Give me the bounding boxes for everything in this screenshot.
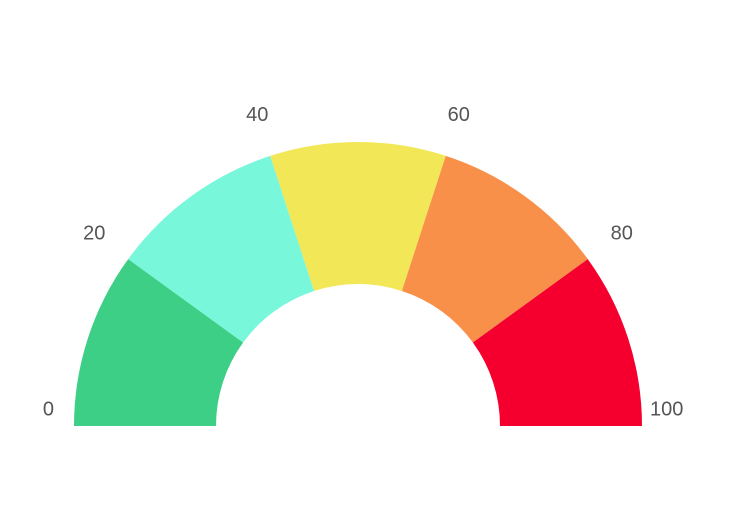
tick-label-60: 60: [448, 104, 470, 126]
tick-label-80: 80: [611, 223, 633, 245]
gauge-band-80-100: [472, 259, 642, 426]
tick-label-20: 20: [83, 223, 105, 245]
tick-label-0: 0: [43, 398, 54, 420]
tick-label-100: 100: [650, 398, 683, 420]
gauge-band-40-60: [270, 142, 446, 291]
tick-label-40: 40: [246, 104, 268, 126]
gauge-bands: [74, 142, 642, 426]
gauge-tick-labels: 0 20 40 60 80 100: [43, 104, 684, 420]
gauge-band-60-80: [401, 155, 588, 343]
gauge-band-0-20: [74, 259, 244, 426]
gauge-band-20-40: [128, 155, 315, 343]
